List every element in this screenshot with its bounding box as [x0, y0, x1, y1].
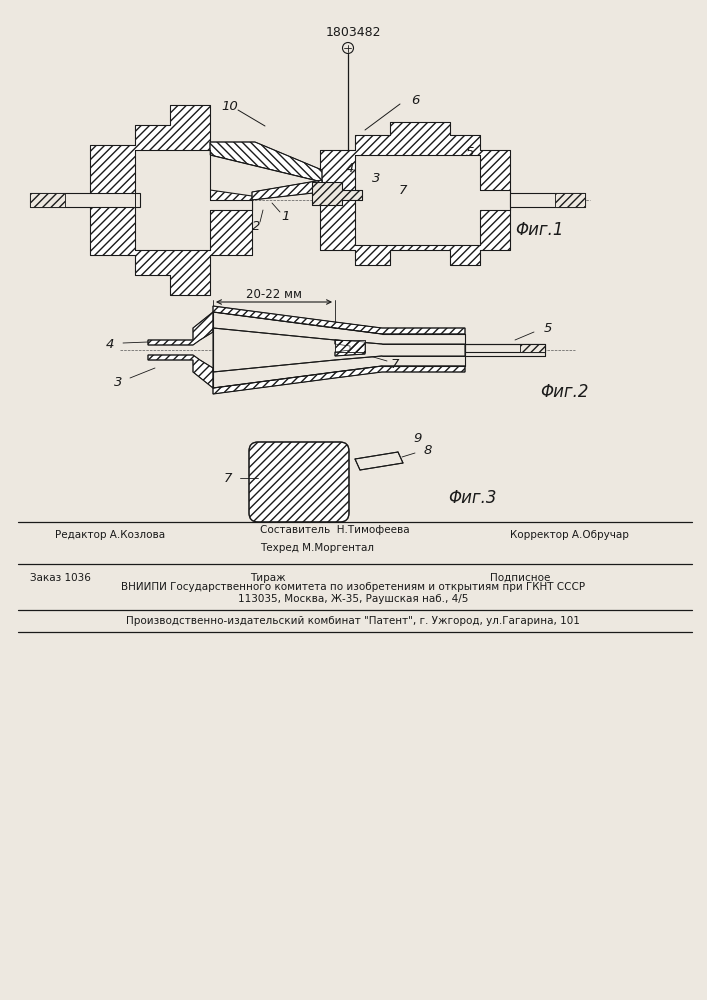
Text: Тираж: Тираж [250, 573, 286, 583]
Polygon shape [148, 312, 213, 345]
Text: 3: 3 [114, 375, 122, 388]
Text: 10: 10 [221, 100, 238, 112]
Text: 4: 4 [106, 338, 115, 352]
Bar [30, 193, 65, 207]
Text: Составитель  Н.Тимофеева: Составитель Н.Тимофеева [260, 525, 409, 535]
Polygon shape [210, 142, 322, 182]
Polygon shape [90, 105, 252, 295]
Text: ВНИИПИ Государственного комитета по изобретениям и открытиям при ГКНТ СССР: ВНИИПИ Государственного комитета по изоб… [121, 582, 585, 592]
Bar [520, 344, 545, 352]
Bar [30, 193, 140, 207]
Text: Подписное: Подписное [490, 573, 550, 583]
Text: 4: 4 [346, 162, 354, 176]
Text: 1803482: 1803482 [325, 25, 381, 38]
Text: 8: 8 [423, 444, 432, 456]
Polygon shape [335, 340, 365, 356]
Text: Техред М.Моргентал: Техред М.Моргентал [260, 543, 374, 553]
Polygon shape [135, 150, 252, 250]
Bar [510, 193, 585, 207]
Polygon shape [213, 328, 465, 372]
Text: 5: 5 [544, 322, 552, 334]
Text: 2: 2 [252, 221, 260, 233]
Polygon shape [148, 355, 213, 388]
Text: Φиг.2: Φиг.2 [540, 383, 588, 401]
Bar [335, 340, 365, 352]
Polygon shape [355, 452, 403, 470]
FancyBboxPatch shape [249, 442, 349, 522]
Polygon shape [320, 122, 510, 265]
Text: 5: 5 [466, 146, 474, 159]
Text: Корректор А.Обручар: Корректор А.Обручар [510, 530, 629, 540]
Text: 20-22 мм: 20-22 мм [246, 288, 302, 300]
Text: Редактор А.Козлова: Редактор А.Козлова [55, 530, 165, 540]
Text: 9: 9 [414, 432, 422, 444]
Bar [555, 193, 585, 207]
Polygon shape [252, 180, 322, 200]
Text: 3: 3 [372, 172, 380, 184]
Text: Φиг.3: Φиг.3 [448, 489, 496, 507]
Bar [30, 193, 65, 207]
Polygon shape [355, 155, 510, 245]
Bar [335, 340, 365, 352]
Text: 113035, Москва, Ж-35, Раушская наб., 4/5: 113035, Москва, Ж-35, Раушская наб., 4/5 [238, 594, 468, 604]
Text: Заказ 1036: Заказ 1036 [30, 573, 91, 583]
Text: 7: 7 [391, 358, 399, 370]
Polygon shape [213, 306, 465, 334]
Text: 6: 6 [411, 94, 419, 106]
Bar [555, 193, 585, 207]
Bar [520, 344, 545, 352]
Text: 7: 7 [224, 472, 232, 485]
Text: Производственно-издательский комбинат "Патент", г. Ужгород, ул.Гагарина, 101: Производственно-издательский комбинат "П… [126, 616, 580, 626]
Text: 1: 1 [282, 211, 290, 224]
Polygon shape [213, 366, 465, 394]
Text: Φиг.1: Φиг.1 [515, 221, 563, 239]
Polygon shape [210, 155, 322, 196]
Text: 7: 7 [399, 184, 407, 196]
Polygon shape [312, 182, 362, 205]
Bar [465, 344, 545, 352]
